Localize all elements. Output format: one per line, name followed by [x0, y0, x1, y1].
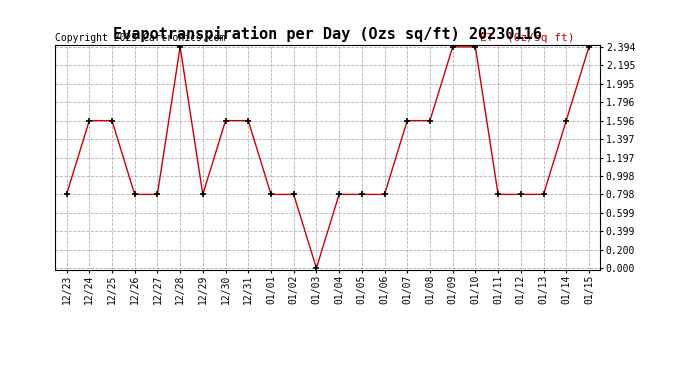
ET  (0z/sq ft)	[108, 118, 116, 123]
ET  (0z/sq ft)	[313, 266, 321, 270]
ET  (0z/sq ft)	[540, 192, 548, 196]
ET  (0z/sq ft)	[471, 45, 480, 49]
ET  (0z/sq ft)	[380, 192, 388, 196]
Text: Copyright 2023 Cartronics.com: Copyright 2023 Cartronics.com	[55, 33, 226, 43]
ET  (0z/sq ft)	[517, 192, 525, 196]
ET  (0z/sq ft)	[221, 118, 230, 123]
ET  (0z/sq ft)	[448, 45, 457, 49]
Title: Evapotranspiration per Day (Ozs sq/ft) 20230116: Evapotranspiration per Day (Ozs sq/ft) 2…	[113, 27, 542, 42]
ET  (0z/sq ft)	[199, 192, 207, 196]
Text: ET  (0z/sq ft): ET (0z/sq ft)	[480, 33, 575, 43]
ET  (0z/sq ft)	[494, 192, 502, 196]
ET  (0z/sq ft)	[153, 192, 161, 196]
ET  (0z/sq ft)	[85, 118, 93, 123]
Line: ET  (0z/sq ft): ET (0z/sq ft)	[63, 44, 593, 272]
ET  (0z/sq ft)	[244, 118, 253, 123]
ET  (0z/sq ft)	[290, 192, 298, 196]
ET  (0z/sq ft)	[62, 192, 70, 196]
ET  (0z/sq ft)	[562, 118, 571, 123]
ET  (0z/sq ft)	[357, 192, 366, 196]
ET  (0z/sq ft)	[426, 118, 434, 123]
ET  (0z/sq ft)	[130, 192, 139, 196]
ET  (0z/sq ft)	[585, 45, 593, 49]
ET  (0z/sq ft)	[176, 45, 184, 49]
ET  (0z/sq ft)	[267, 192, 275, 196]
ET  (0z/sq ft)	[335, 192, 343, 196]
ET  (0z/sq ft)	[403, 118, 411, 123]
